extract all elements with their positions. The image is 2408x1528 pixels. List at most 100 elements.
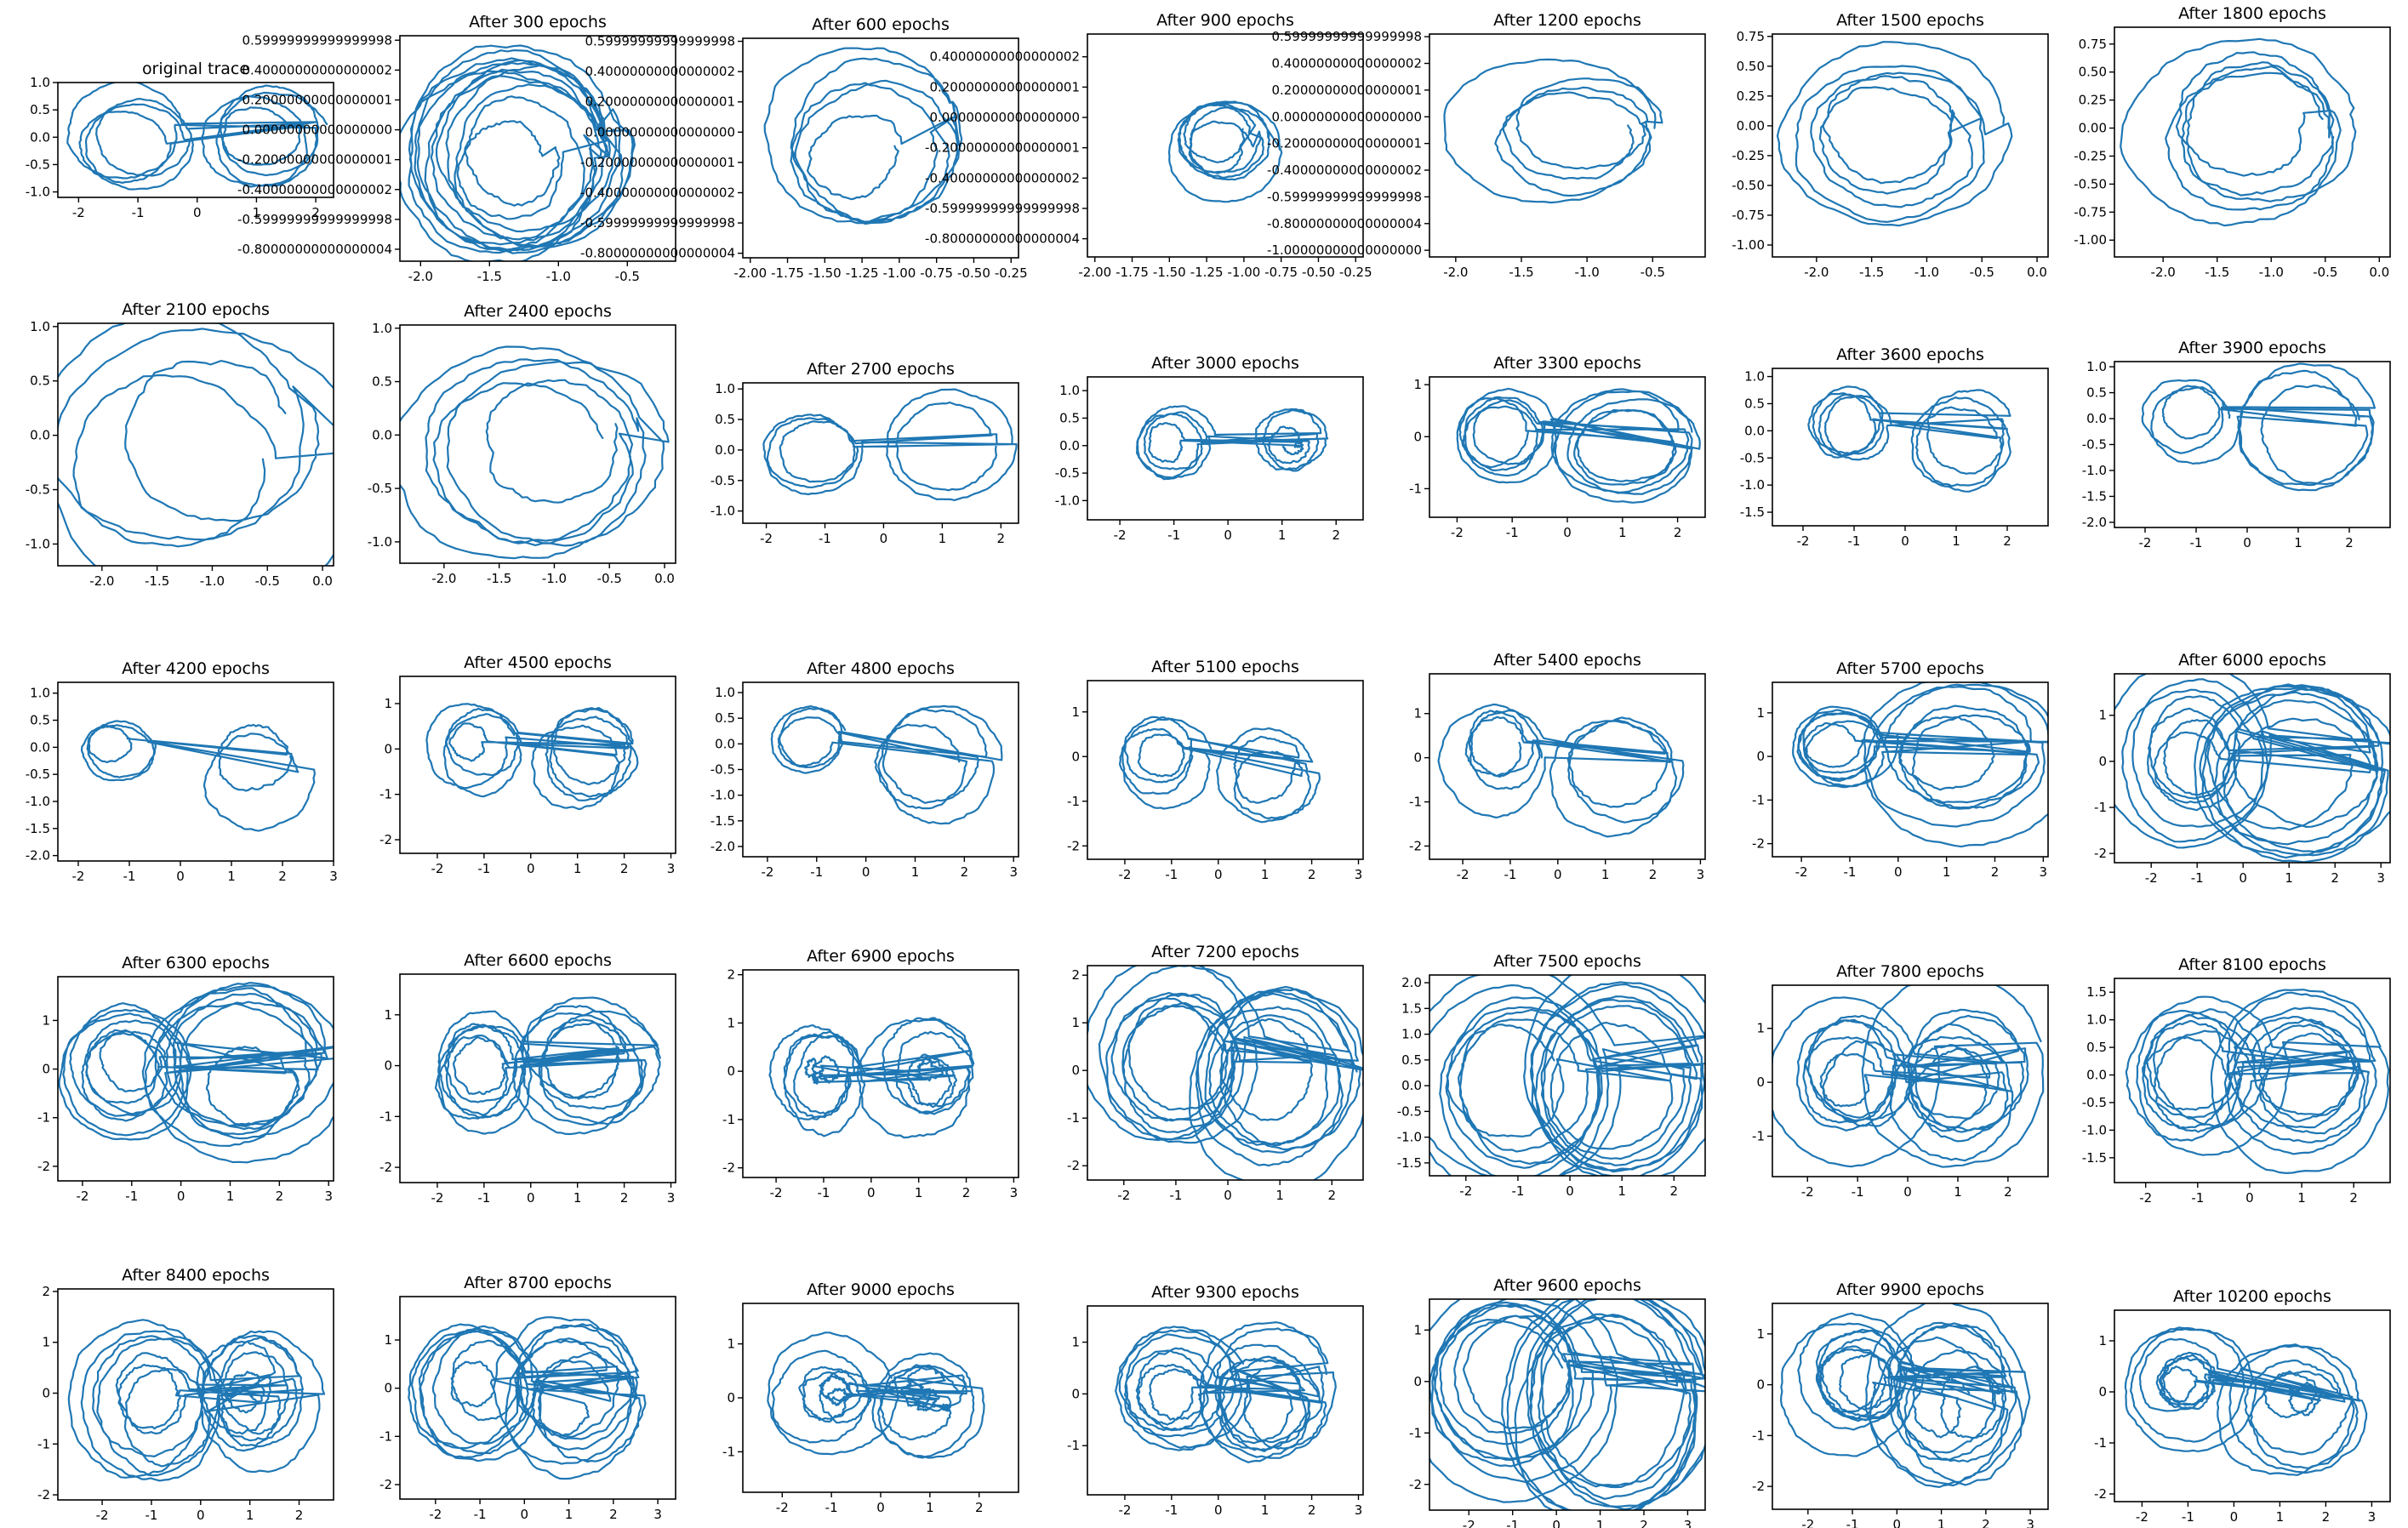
axes-frame <box>2114 673 2391 864</box>
y-tick-label: 1.0 <box>1401 1027 1422 1042</box>
x-tick-label: 1 <box>939 531 947 546</box>
axes-frame <box>399 35 676 262</box>
y-tick-label: -0.5 <box>26 767 50 782</box>
subplot: After 9300 epochs -2 -1 0 1 2 3 -1 0 1 <box>1067 1283 1364 1518</box>
y-tick-label: 0.40000000000000002 <box>585 64 735 79</box>
y-tick-label: 0.5 <box>30 373 50 389</box>
chart-title: After 9900 epochs <box>1836 1280 1984 1299</box>
y-tick-label: -1.0 <box>1740 477 1765 493</box>
y-tick-label: -1 <box>37 1436 50 1451</box>
y-tick-label: 2 <box>1071 967 1080 983</box>
y-tick-label: -2 <box>379 1477 392 1492</box>
chart-title: After 7800 epochs <box>1836 962 1984 981</box>
x-tick-label: 0 <box>2239 870 2247 886</box>
y-tick-label: 0.0 <box>715 736 735 751</box>
subplot: After 3900 epochs -2 -1 0 1 2 -2.0 -1.5 -1.0 -0.5… <box>2082 339 2391 550</box>
series-line <box>762 388 1018 501</box>
x-tick-label: 1 <box>911 864 920 880</box>
x-tick-label: -0.5 <box>1970 265 1994 280</box>
y-tick-label: -2 <box>1067 838 1080 853</box>
subplot: After 3000 epochs -2 -1 0 1 2 -1.0 -0.5 0.0 0.5 1.… <box>1055 354 1364 543</box>
x-tick-label: -1 <box>817 1185 830 1200</box>
x-tick-label: -2.0 <box>408 269 433 284</box>
y-tick-label: -1.0 <box>1397 1130 1422 1145</box>
axes-frame <box>57 322 334 567</box>
x-tick-label: -2 <box>1797 533 1810 549</box>
y-tick-label: -0.40000000000000002 <box>237 182 392 197</box>
y-tick-label: 0.5 <box>715 412 735 427</box>
chart-title: After 5400 epochs <box>1493 651 1641 670</box>
x-tick-label: 3 <box>1355 1502 1363 1518</box>
chart-title: original trace <box>142 60 249 78</box>
subplot: After 5700 epochs -2 -1 0 1 2 3 -2 -1 0 1 <box>1752 659 2049 880</box>
y-tick-label: -0.5 <box>710 762 735 778</box>
x-tick-label: -1 <box>810 864 823 880</box>
subplot: After 3600 epochs -2 -1 0 1 2 -1.5 -1.0 -0.5 0.0 0… <box>1740 345 2049 549</box>
x-tick-label: 0.0 <box>2369 265 2389 280</box>
y-tick-label: -2 <box>722 1160 735 1176</box>
y-tick-label: 0.00000000000000000 <box>242 123 392 138</box>
y-tick-label: 0 <box>1413 750 1422 766</box>
x-tick-label: -2 <box>1118 1502 1131 1518</box>
subplot: After 8400 epochs -2 -1 0 1 2 -2 -1 0 1 2 <box>37 1266 334 1523</box>
subplot: After 9600 epochs -2 -1 0 1 2 3 -2 -1 0 1 <box>1409 1276 1706 1528</box>
series-line <box>67 1319 326 1482</box>
y-tick-label: -2 <box>1752 1479 1765 1494</box>
x-tick-label: 1 <box>573 1190 582 1206</box>
y-tick-label: -2.0 <box>26 848 50 864</box>
axes-frame <box>1429 1298 1706 1511</box>
y-tick-label: -0.59999999999999998 <box>1267 189 1422 204</box>
x-tick-label: 0 <box>867 1185 876 1200</box>
y-tick-label: -0.75 <box>1732 208 1765 223</box>
y-tick-label: 0.0 <box>30 428 50 443</box>
x-tick-label: 1 <box>2297 1190 2306 1206</box>
series-line <box>58 323 334 566</box>
y-tick-label: 0.5 <box>2086 1040 2107 1055</box>
x-tick-label: -1.0 <box>542 571 567 586</box>
x-tick-label: -2.0 <box>2151 265 2176 280</box>
x-tick-label: -1 <box>1506 1518 1519 1528</box>
series-line <box>434 996 661 1136</box>
x-tick-label: 2 <box>1332 527 1340 543</box>
x-tick-label: 1 <box>915 1185 923 1200</box>
x-tick-label: 3 <box>1355 867 1363 882</box>
x-tick-label: 0 <box>193 205 202 220</box>
x-tick-label: -1 <box>2191 1190 2204 1206</box>
x-tick-label: -2 <box>2145 870 2158 886</box>
axes-frame <box>399 973 676 1183</box>
axes-frame <box>1772 1303 2049 1510</box>
y-tick-label: -0.59999999999999998 <box>925 201 1080 216</box>
x-tick-label: 0 <box>177 1189 185 1204</box>
x-tick-label: 0 <box>880 531 888 546</box>
subplot: After 2100 epochs -2.0 -1.5 -1.0 -0.5 0.0 -1.0… <box>26 300 334 589</box>
y-tick-label: 1.0 <box>372 321 392 336</box>
series-line <box>2114 674 2390 863</box>
y-tick-label: 0 <box>2098 754 2107 769</box>
x-tick-label: -2 <box>2139 1190 2152 1206</box>
chart-title: After 2400 epochs <box>464 302 612 321</box>
x-tick-label: -0.5 <box>2313 265 2337 280</box>
chart-title: After 3000 epochs <box>1151 354 1299 373</box>
y-tick-label: 0.5 <box>1059 410 1080 425</box>
subplot: After 6300 epochs -2 -1 0 1 2 3 -2 -1 0 1 <box>37 954 334 1204</box>
y-tick-label: -1.0 <box>2082 1122 2107 1137</box>
y-tick-label: -0.50 <box>2074 176 2107 191</box>
y-tick-label: -0.80000000000000004 <box>237 242 392 257</box>
x-tick-label: 1 <box>1261 1502 1270 1518</box>
y-tick-label: -1.5 <box>26 821 50 836</box>
x-tick-label: -0.5 <box>615 269 640 284</box>
x-tick-label: 2 <box>311 205 320 220</box>
axes-frame <box>57 1288 334 1501</box>
x-tick-label: -0.25 <box>1339 265 1372 280</box>
x-tick-label: -0.50 <box>957 265 990 281</box>
x-tick-label: 3 <box>653 1507 662 1522</box>
chart-title: After 6300 epochs <box>122 954 270 972</box>
axes-frame <box>1087 1305 1364 1496</box>
x-tick-label: -1 <box>1848 533 1861 549</box>
y-tick-label: 0.0 <box>30 129 50 145</box>
subplot: After 9000 epochs -2 -1 0 1 2 -1 0 1 <box>722 1280 1019 1515</box>
y-tick-label: 1.0 <box>30 686 50 701</box>
axes-frame <box>1429 974 1706 1177</box>
y-tick-label: 0.0 <box>1059 438 1080 453</box>
x-tick-label: 0 <box>1563 525 1572 540</box>
